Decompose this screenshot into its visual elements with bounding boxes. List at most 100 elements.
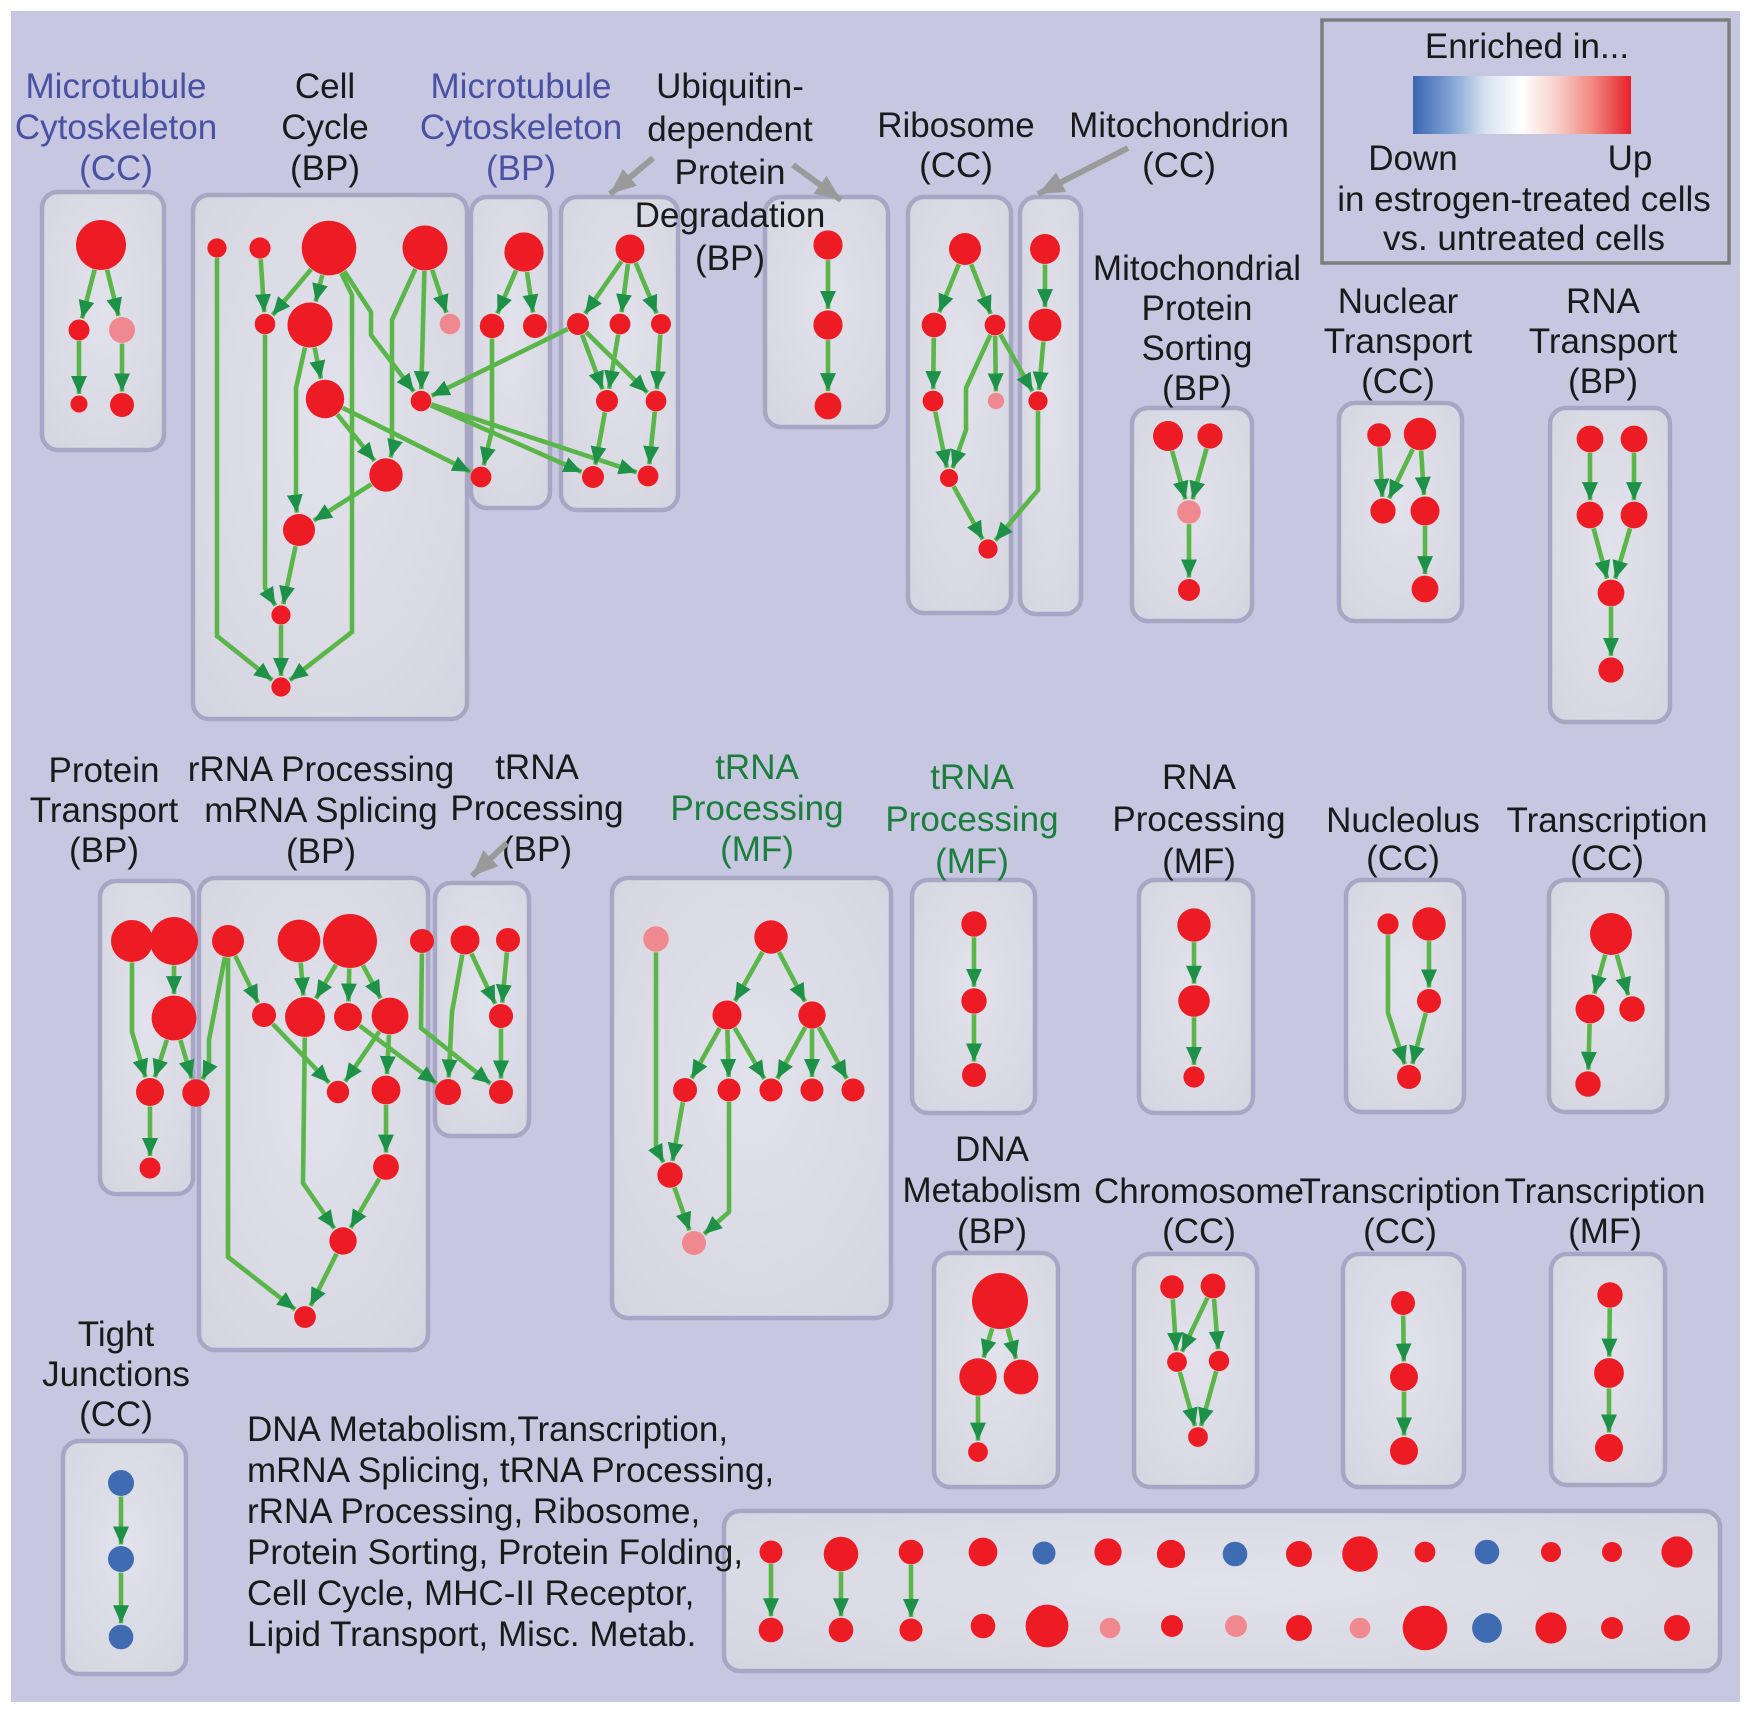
node-tc1 <box>1590 913 1632 955</box>
group-label-chromosome-line1: Chromosome <box>1094 1172 1304 1211</box>
node-bb14 <box>1601 1617 1623 1639</box>
group-label-pt-line1: Protein <box>49 751 160 790</box>
edge-x2-x3 <box>732 950 765 1003</box>
node-w2 <box>496 928 520 952</box>
group-label-nuct-line1: Nuclear <box>1338 282 1459 321</box>
group-box-chromosome <box>1131 1251 1260 1490</box>
node-y1 <box>961 911 987 937</box>
edge-b1-b5 <box>233 954 261 1004</box>
legend-gradient-bar <box>1413 76 1631 134</box>
node-q4 <box>1410 496 1440 526</box>
node-n4 <box>470 466 492 488</box>
edge-o2-o3 <box>1032 341 1049 391</box>
node-o3 <box>1028 391 1048 411</box>
node-h <box>305 379 345 419</box>
edge-u4-u6 <box>649 334 666 390</box>
group-label-mtbp-line1: Microtubule <box>431 67 612 106</box>
group-label-nuct-line2: Transport <box>1324 322 1473 361</box>
edge-s4-s5 <box>1612 527 1633 580</box>
group-label-trnabp-line1: tRNA <box>495 748 579 787</box>
group-label-trnamf-line1: tRNA <box>715 748 799 787</box>
node-w1 <box>450 925 480 955</box>
node-d <box>402 225 448 271</box>
node-bb11 <box>1402 1605 1448 1651</box>
node-ch5 <box>1188 1427 1208 1447</box>
node-u2 <box>567 313 589 335</box>
node-p1 <box>1153 421 1183 451</box>
layer-gray-arrows <box>469 145 1130 879</box>
node-t31 <box>1391 1291 1415 1315</box>
group-label-mito-line2: (CC) <box>1142 146 1216 185</box>
node-y3 <box>962 1063 986 1087</box>
edge-q2-q4 <box>1414 450 1431 496</box>
label-pointer-arrow-1 <box>608 155 655 197</box>
group-label-trnabp-line2: Processing <box>450 789 623 828</box>
node-o2 <box>1028 308 1062 342</box>
edge-x5-x10 <box>667 1101 686 1162</box>
edge-w2-w3 <box>495 952 512 1003</box>
node-bt12 <box>1474 1539 1500 1565</box>
node-u3 <box>609 313 631 335</box>
edge-r3-o3 <box>998 333 1035 393</box>
node-o1 <box>1030 234 1060 264</box>
edge-ch1-ch3 <box>1167 1299 1183 1351</box>
edge-w1-w3 <box>469 952 498 1005</box>
group-box-mito <box>1017 194 1084 617</box>
edge-u1-u2 <box>583 259 624 316</box>
node-t43 <box>1595 1434 1623 1462</box>
edge-m1-m2 <box>78 269 97 319</box>
group-box-dnamet <box>931 1250 1061 1490</box>
node-n1 <box>504 232 544 272</box>
node-q5 <box>1411 575 1439 603</box>
node-ch1 <box>1160 1275 1184 1299</box>
edge-b3-b7 <box>340 968 357 1002</box>
edge-u6-u8 <box>643 411 660 465</box>
node-j <box>369 458 403 492</box>
edge-b1-b13 <box>225 957 297 1312</box>
node-bt10 <box>1342 1536 1378 1572</box>
edge-i-u7 <box>429 403 583 475</box>
edge-n1-n2 <box>495 269 519 315</box>
edge-u1-u3 <box>616 263 632 313</box>
edge-x10-x11 <box>672 1186 692 1232</box>
legend-caption-line2: vs. untreated cells <box>1383 219 1665 258</box>
node-bt2 <box>823 1536 859 1572</box>
group-label-rnapmf-line1: RNA <box>1162 758 1237 797</box>
node-a <box>207 238 227 258</box>
node-bt6 <box>1094 1538 1122 1566</box>
shared-terms-line1: DNA Metabolism,Transcription, <box>247 1410 728 1449</box>
node-ch4 <box>1208 1350 1230 1372</box>
group-label-txmf3-line2: (MF) <box>1568 1212 1642 1251</box>
edge-a-m <box>214 258 274 682</box>
node-g <box>439 313 461 335</box>
node-z3 <box>1183 1066 1205 1088</box>
edge-b4-w5 <box>418 953 492 1086</box>
legend-caption-line1: in estrogen-treated cells <box>1337 180 1711 219</box>
node-b3 <box>323 914 377 968</box>
edge-b5-b9 <box>271 1022 331 1085</box>
edge-b6-b12 <box>300 1037 337 1230</box>
node-r6 <box>940 469 958 487</box>
group-label-mtbp-line3: (BP) <box>486 149 556 188</box>
edge-e-l <box>259 334 278 607</box>
edge-q1-q3 <box>1373 447 1390 498</box>
node-x1 <box>643 926 669 952</box>
node-m1 <box>76 220 126 270</box>
edge-b3-b6 <box>314 963 338 1000</box>
node-q2 <box>1403 417 1437 451</box>
node-bb12 <box>1472 1613 1502 1643</box>
node-r3 <box>984 314 1006 336</box>
node-e <box>254 313 276 335</box>
edge-x3-x6 <box>720 1029 737 1078</box>
node-nc3 <box>1417 989 1441 1013</box>
node-b7 <box>334 1003 362 1031</box>
node-bb2 <box>828 1617 854 1643</box>
node-b2 <box>277 919 321 963</box>
edge-u1-u4 <box>633 262 659 315</box>
node-bb13 <box>1535 1612 1567 1644</box>
edge-r6-r7 <box>951 485 985 541</box>
shared-terms-line2: mRNA Splicing, tRNA Processing, <box>247 1451 774 1490</box>
edge-c-m <box>288 271 355 683</box>
node-tj3 <box>108 1624 134 1650</box>
node-b1 <box>212 925 244 957</box>
